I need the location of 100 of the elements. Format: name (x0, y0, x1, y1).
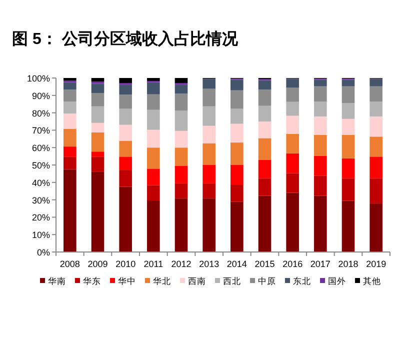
bar (202, 165, 216, 184)
bar (119, 78, 132, 84)
bar (64, 78, 76, 81)
y-tick-label: 90% (32, 90, 50, 101)
bar (230, 80, 244, 90)
bar (202, 198, 216, 252)
bar (314, 156, 327, 176)
bar (64, 156, 76, 170)
bar (174, 94, 188, 111)
y-tick-label: 20% (32, 212, 50, 223)
x-tick-label: 2017 (310, 259, 330, 269)
bar (119, 94, 132, 109)
legend-label: 国外 (328, 276, 346, 286)
bar (91, 152, 104, 157)
bar (174, 78, 188, 84)
bar (119, 84, 132, 95)
bar (342, 80, 355, 86)
bar (91, 156, 104, 172)
bar (202, 106, 216, 126)
bar (119, 108, 132, 125)
bar (147, 94, 160, 110)
bar (64, 101, 76, 114)
chart-title: 图 5： 公司分区域收入占比情况 (12, 30, 239, 48)
bar (147, 185, 160, 200)
bar (286, 192, 299, 252)
bar (258, 80, 272, 90)
x-tick-label: 2009 (88, 259, 108, 269)
y-tick-label: 40% (32, 178, 50, 188)
bar (370, 136, 382, 157)
bar (342, 86, 355, 104)
bar (119, 156, 132, 170)
bar (286, 173, 299, 193)
bar (370, 203, 382, 252)
bar (342, 200, 355, 252)
bar (370, 116, 382, 137)
bar (64, 90, 76, 102)
bar (230, 202, 244, 252)
bar (314, 196, 327, 252)
bar (258, 90, 272, 106)
bar (174, 130, 188, 148)
bar (147, 200, 160, 252)
bar (202, 88, 216, 106)
bar (64, 128, 76, 147)
x-tick-label: 2019 (366, 259, 386, 269)
bar (64, 169, 76, 252)
bar (174, 166, 188, 184)
bar (119, 186, 132, 252)
x-tick-label: 2010 (116, 259, 136, 269)
legend-label: 华东 (83, 276, 101, 286)
bar (230, 142, 244, 165)
x-tick-label: 2015 (254, 259, 275, 269)
bar (342, 178, 355, 201)
x-tick-label: 2016 (282, 259, 303, 269)
bar (286, 153, 299, 174)
bar (230, 165, 244, 186)
bar (147, 110, 160, 130)
bar (174, 148, 188, 166)
bar (174, 84, 188, 94)
bar (314, 101, 327, 116)
bar (202, 143, 216, 165)
y-tick-label: 100% (26, 74, 50, 84)
y-tick-label: 80% (32, 108, 50, 118)
bar (258, 178, 272, 196)
x-tick-label: 2011 (144, 259, 164, 269)
bar (370, 86, 382, 102)
y-tick-label: 50% (32, 160, 50, 170)
bar (230, 108, 244, 124)
bar (258, 138, 272, 160)
legend-label: 华南 (48, 276, 66, 286)
bar (64, 113, 76, 129)
bar (119, 140, 132, 157)
bar (342, 103, 355, 119)
bar (286, 116, 299, 134)
y-tick-label: 10% (32, 230, 50, 240)
y-tick-label: 30% (32, 195, 50, 206)
bar (286, 79, 299, 88)
bar (91, 132, 104, 152)
legend-label: 西北 (223, 276, 241, 286)
bar (64, 82, 76, 90)
x-tick-label: 2013 (199, 259, 220, 269)
bar (91, 78, 104, 82)
bar (314, 134, 327, 156)
bar (370, 101, 382, 116)
y-tick-label: 60% (32, 143, 50, 154)
bar (258, 196, 272, 252)
legend-label: 中原 (258, 276, 276, 286)
bar (370, 156, 382, 178)
legend-label: 华中 (118, 276, 136, 286)
y-tick-label: 70% (32, 126, 50, 136)
bar (230, 124, 244, 143)
bar (64, 146, 76, 157)
legend-label: 华北 (153, 276, 171, 286)
bar (147, 130, 160, 148)
bar (147, 82, 160, 94)
bar (258, 160, 272, 178)
x-tick-label: 2008 (60, 259, 80, 269)
bar (119, 170, 132, 187)
bar (202, 126, 216, 144)
bar (370, 79, 382, 86)
legend-label: 其他 (363, 276, 381, 286)
